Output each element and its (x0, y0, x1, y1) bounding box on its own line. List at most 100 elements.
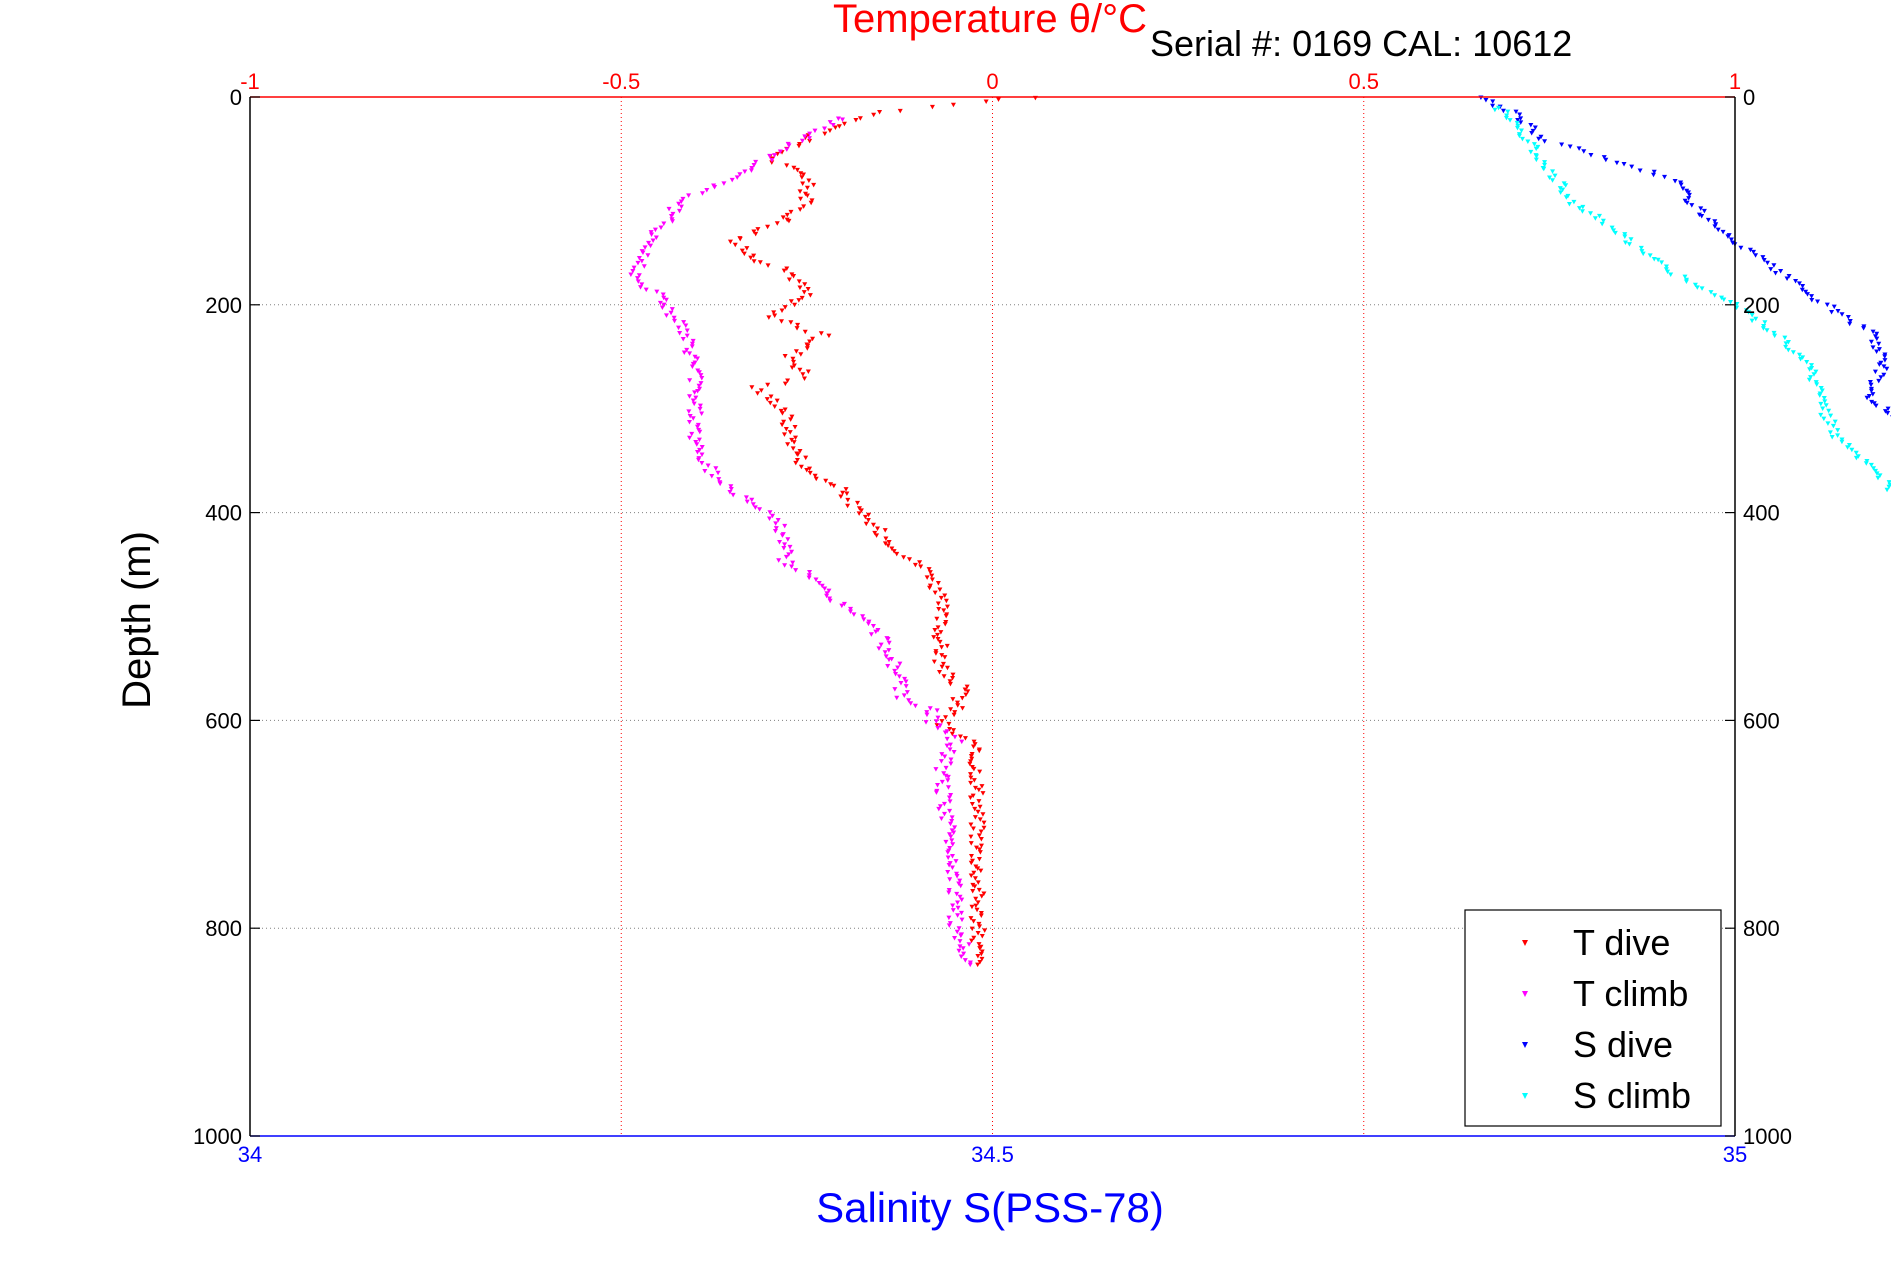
data-point (1516, 133, 1522, 139)
data-point (939, 779, 945, 785)
data-point (977, 769, 983, 775)
data-point (728, 484, 734, 489)
data-point (1847, 319, 1853, 324)
data-point (766, 516, 772, 521)
data-point (949, 818, 955, 824)
data-point (962, 687, 968, 693)
data-point (1826, 408, 1832, 414)
data-point (1874, 331, 1880, 337)
series-t-dive (727, 95, 1038, 968)
data-point (845, 503, 851, 509)
data-point (946, 923, 952, 928)
data-point (1875, 475, 1881, 481)
x-top-tick-label: 0 (986, 69, 998, 94)
data-point (945, 774, 951, 780)
data-point (885, 664, 891, 669)
data-point (1626, 242, 1632, 247)
data-point (945, 850, 951, 855)
data-point (782, 542, 788, 547)
data-point (823, 478, 829, 484)
data-point (944, 743, 950, 749)
data-point (1655, 257, 1661, 263)
data-point (758, 388, 764, 393)
data-point (1692, 282, 1698, 288)
data-point (901, 693, 907, 698)
data-point (822, 131, 828, 137)
data-point (768, 394, 774, 400)
data-point (640, 250, 646, 256)
data-point (779, 411, 785, 416)
data-point (958, 954, 964, 959)
data-point (866, 512, 872, 518)
data-point (947, 679, 953, 684)
data-point (1839, 437, 1845, 442)
data-point (831, 483, 837, 489)
legend-marker (1522, 1042, 1528, 1048)
data-point (969, 756, 975, 762)
data-point (1519, 136, 1525, 142)
data-point (781, 419, 787, 425)
data-point (789, 437, 795, 443)
data-point (1829, 434, 1835, 440)
data-point (952, 825, 958, 830)
data-point (804, 468, 810, 473)
data-point (896, 674, 902, 679)
data-point (938, 816, 944, 821)
data-point (855, 500, 861, 506)
data-point (827, 598, 833, 604)
data-point (782, 523, 788, 529)
data-point (924, 712, 930, 718)
data-point (811, 182, 817, 188)
data-point (1678, 182, 1684, 188)
data-point (783, 554, 789, 560)
data-point (841, 601, 847, 607)
data-point (1525, 139, 1531, 144)
data-point (654, 289, 660, 295)
data-point (948, 834, 954, 840)
data-point (1849, 447, 1855, 453)
data-point (782, 305, 788, 310)
data-point (977, 847, 983, 852)
data-point (743, 495, 749, 500)
data-point (947, 832, 953, 837)
data-point (807, 470, 813, 476)
data-point (862, 514, 868, 520)
data-point (870, 624, 876, 629)
data-point (938, 759, 944, 764)
data-point (780, 215, 786, 220)
data-point (775, 151, 781, 157)
data-point (822, 126, 828, 132)
data-point (792, 302, 798, 308)
data-point (838, 494, 844, 500)
data-point (1712, 219, 1718, 224)
data-point (933, 790, 939, 795)
data-point (979, 784, 985, 789)
data-point (1835, 433, 1841, 438)
data-point (1640, 251, 1646, 257)
data-point (873, 629, 879, 635)
data-point (1696, 212, 1702, 218)
data-point (791, 359, 797, 365)
data-point (1785, 347, 1791, 353)
data-point (885, 543, 891, 549)
data-point (951, 712, 957, 718)
data-point (841, 121, 847, 127)
data-point (699, 375, 705, 381)
data-point (1708, 290, 1714, 295)
data-point (970, 793, 976, 799)
data-point (948, 792, 954, 798)
data-point (1665, 269, 1671, 275)
data-point (802, 282, 808, 287)
data-point (790, 356, 796, 362)
x-top-tick-label: 0.5 (1348, 69, 1379, 94)
data-point (1800, 283, 1806, 289)
data-point (1806, 377, 1812, 383)
y-tick-label: 200 (205, 293, 242, 318)
data-point (802, 134, 808, 139)
data-point (871, 112, 877, 118)
data-point (1804, 360, 1810, 365)
data-point (774, 221, 780, 226)
data-point (1881, 364, 1887, 369)
data-point (1809, 294, 1815, 299)
data-point (773, 526, 779, 531)
